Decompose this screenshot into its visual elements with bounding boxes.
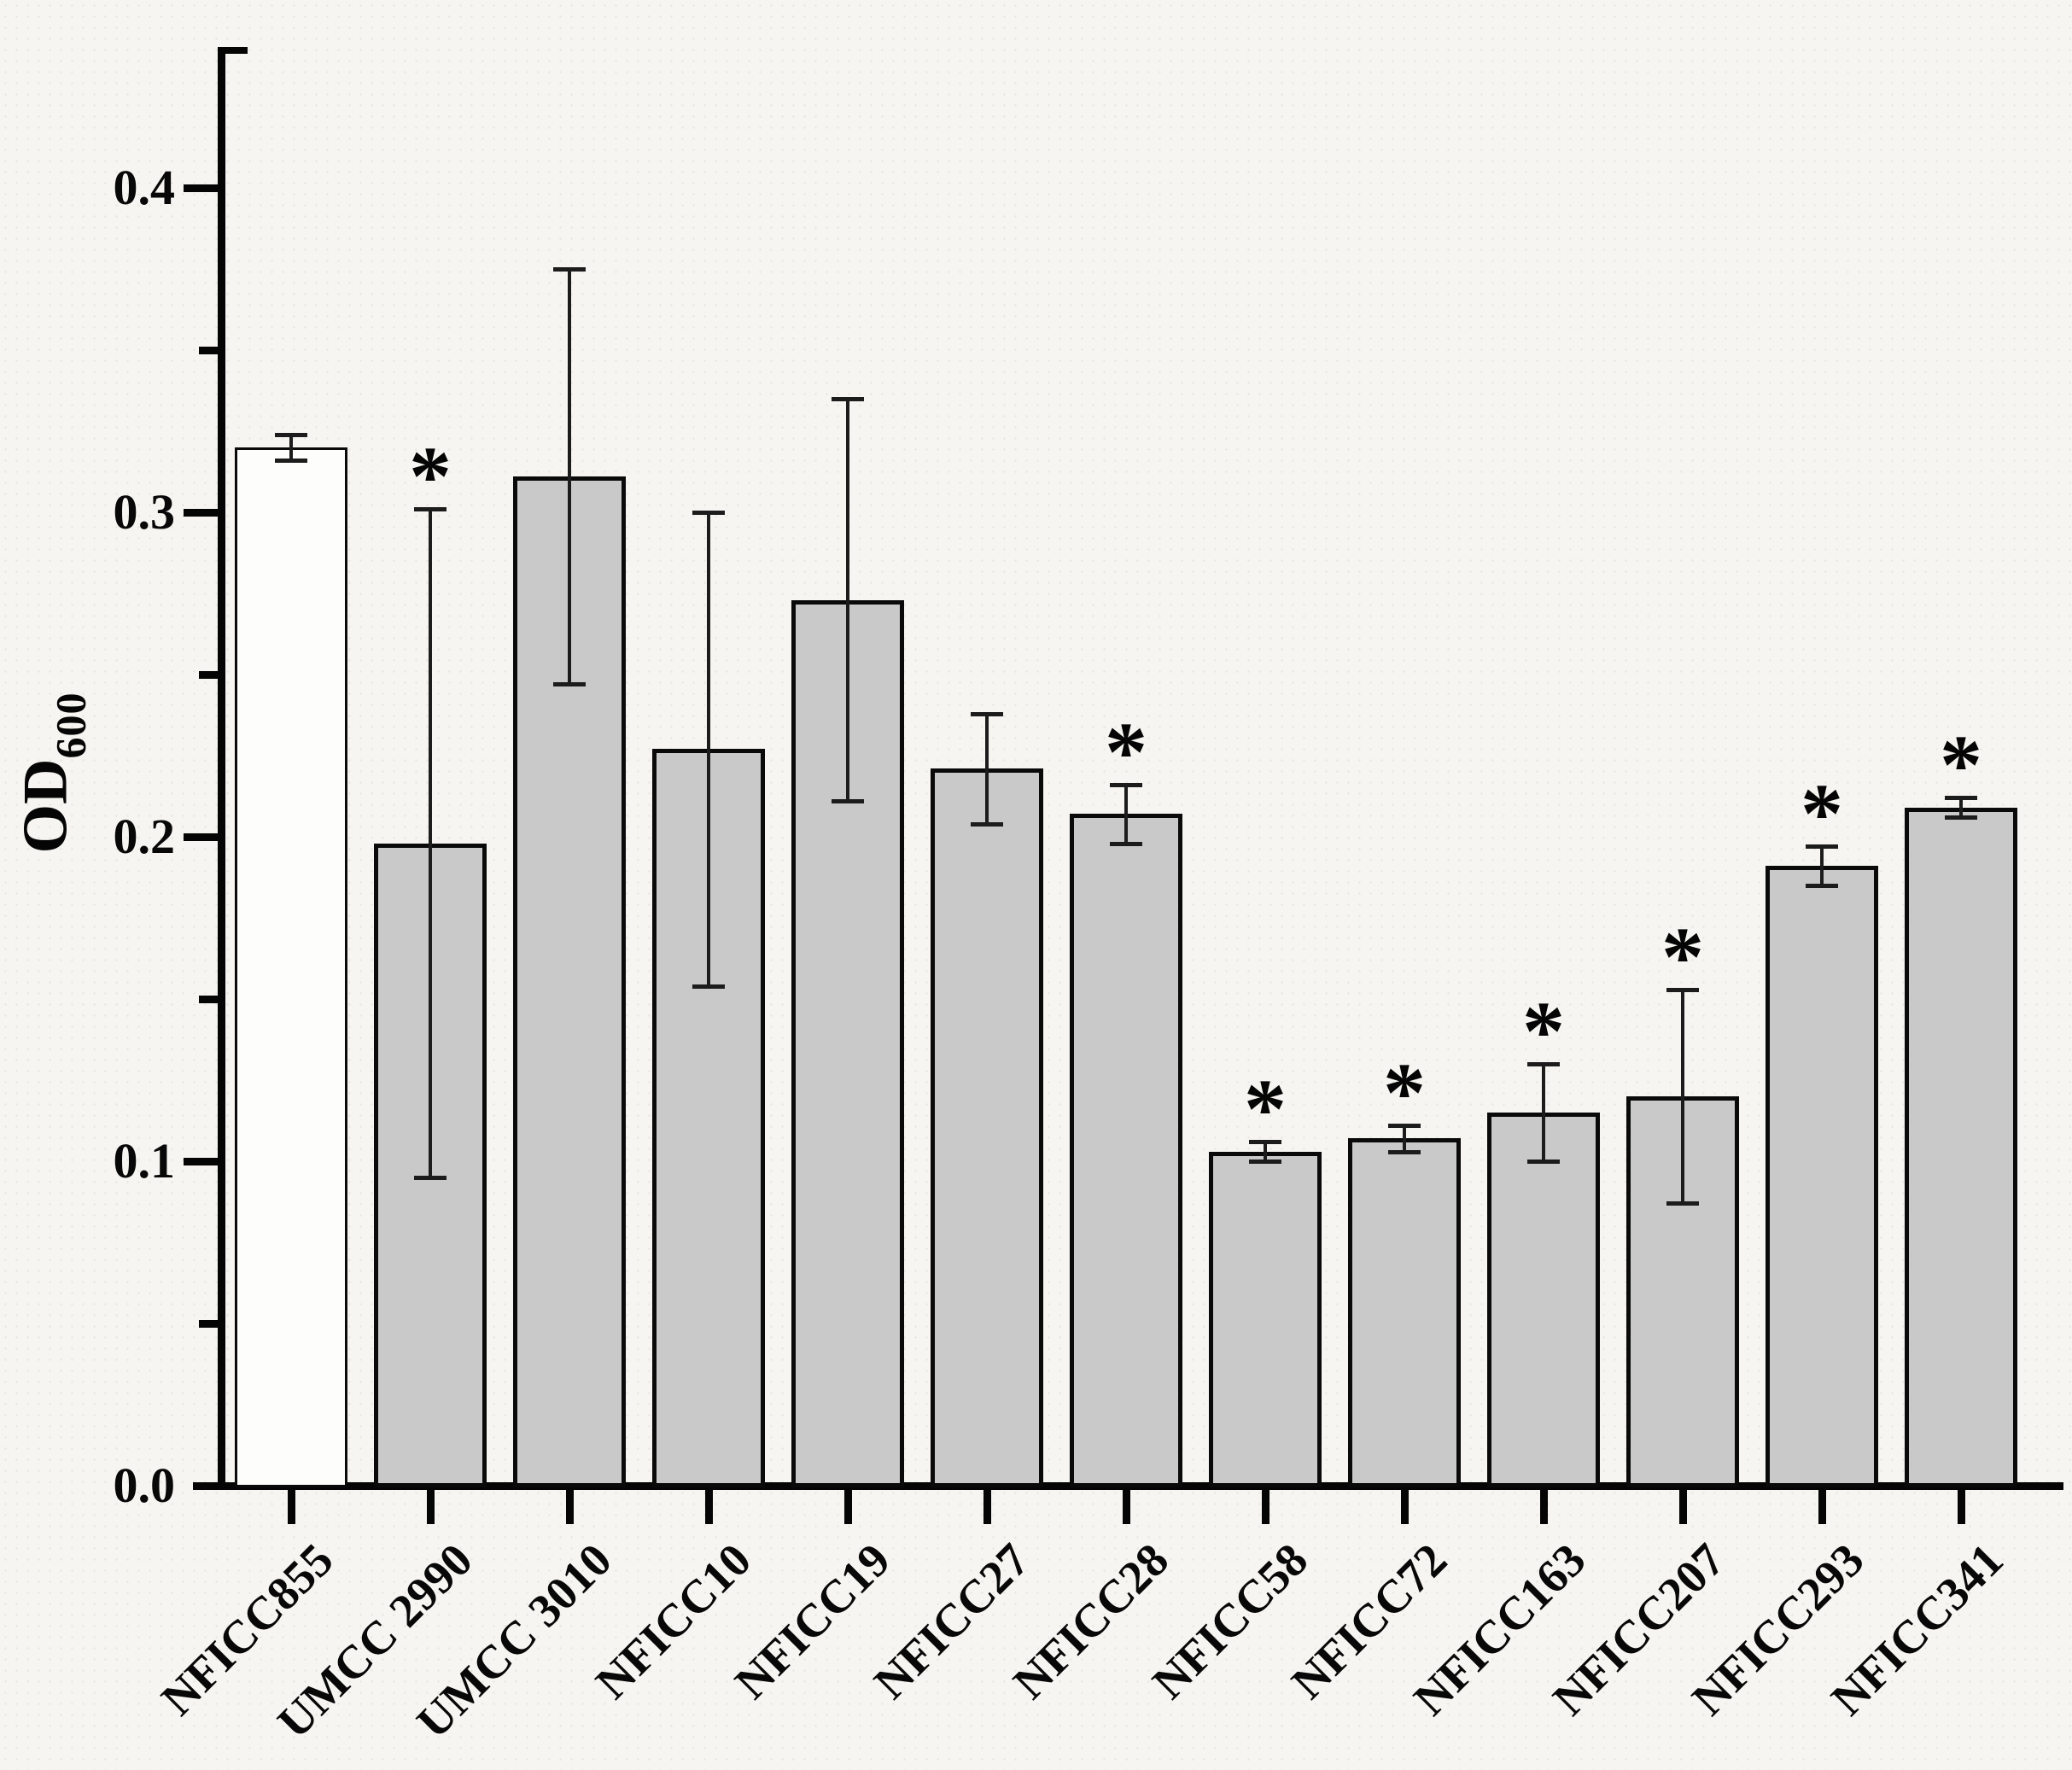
- error-bar-line: [1959, 797, 1963, 817]
- error-bar-cap-bottom: [1388, 1150, 1421, 1154]
- bar-NFICC293: [1766, 866, 1878, 1487]
- error-bar-cap-top: [275, 433, 307, 437]
- bar-UMCC-3010: [513, 476, 626, 1487]
- y-minor-tick: [199, 1320, 218, 1328]
- error-bar-line: [1403, 1125, 1406, 1152]
- x-tick: [983, 1490, 991, 1524]
- y-minor-tick: [199, 671, 218, 679]
- error-bar-cap-top: [1527, 1062, 1560, 1066]
- x-tick-label: NFICC10: [585, 1533, 762, 1709]
- error-bar-cap-bottom: [553, 682, 586, 686]
- x-tick: [427, 1490, 435, 1524]
- bar-NFICC58: [1209, 1152, 1322, 1487]
- x-tick: [705, 1490, 713, 1524]
- error-bar-cap-bottom: [1249, 1160, 1281, 1164]
- x-tick: [1262, 1490, 1269, 1524]
- y-axis-title-subscript: 600: [46, 692, 95, 759]
- bar-NFICC341: [1905, 808, 2017, 1487]
- error-bar-cap-top: [832, 397, 864, 401]
- error-bar-cap-top: [1110, 783, 1142, 787]
- error-bar-line: [846, 399, 849, 801]
- error-bar-cap-top: [971, 712, 1003, 716]
- error-bar-line: [707, 512, 710, 986]
- error-bar-line: [1124, 785, 1128, 844]
- error-bar-line: [1542, 1064, 1545, 1161]
- error-bar-line: [1681, 990, 1684, 1203]
- significance-asterisk: *: [1940, 717, 1982, 812]
- error-bar-cap-bottom: [275, 459, 307, 463]
- y-major-tick: [184, 1158, 218, 1165]
- x-tick: [1540, 1490, 1548, 1524]
- y-major-tick: [184, 184, 218, 192]
- error-bar-cap-top: [553, 267, 586, 272]
- y-tick-label: 0.1: [113, 1133, 176, 1189]
- significance-asterisk: *: [409, 429, 452, 523]
- significance-asterisk: *: [1801, 766, 1843, 861]
- error-bar-line: [1264, 1142, 1267, 1161]
- error-bar-cap-top: [1388, 1124, 1421, 1128]
- error-bar-cap-bottom: [692, 984, 725, 989]
- error-bar-cap-top: [1806, 844, 1838, 849]
- error-bar-cap-bottom: [414, 1176, 447, 1180]
- error-bar-cap-bottom: [1527, 1160, 1560, 1164]
- error-bar-line: [985, 714, 989, 824]
- y-major-tick: [184, 833, 218, 841]
- error-bar-cap-bottom: [1666, 1201, 1699, 1206]
- bar-NFICC72: [1348, 1138, 1461, 1487]
- x-tick: [1818, 1490, 1826, 1524]
- y-axis-top-tick: [225, 47, 248, 54]
- error-bar-cap-bottom: [971, 822, 1003, 827]
- significance-asterisk: *: [1383, 1045, 1426, 1140]
- x-tick: [1123, 1490, 1130, 1524]
- error-bar-line: [1820, 846, 1824, 885]
- x-tick: [1679, 1490, 1687, 1524]
- error-bar-cap-top: [692, 511, 725, 515]
- x-tick: [844, 1490, 852, 1524]
- error-bar-cap-bottom: [1806, 884, 1838, 888]
- y-minor-tick: [199, 347, 218, 354]
- bar-NFICC28: [1070, 814, 1182, 1487]
- bar-NFICC855: [235, 447, 347, 1487]
- y-axis-line: [218, 47, 225, 1490]
- x-tick: [1958, 1490, 1965, 1524]
- error-bar-cap-top: [414, 507, 447, 511]
- error-bar-cap-bottom: [1110, 842, 1142, 846]
- x-tick: [288, 1490, 295, 1524]
- error-bar-cap-top: [1249, 1140, 1281, 1144]
- y-minor-tick: [199, 996, 218, 1003]
- significance-asterisk: *: [1522, 984, 1565, 1078]
- error-bar-cap-bottom: [1945, 815, 1977, 820]
- error-bar-line: [429, 509, 432, 1177]
- x-tick: [1401, 1490, 1409, 1524]
- y-major-tick: [184, 509, 218, 517]
- y-tick-label: 0.0: [113, 1457, 176, 1513]
- bar-NFICC163: [1487, 1113, 1600, 1487]
- error-bar-cap-top: [1945, 796, 1977, 800]
- error-bar-cap-top: [1666, 988, 1699, 992]
- error-bar-line: [568, 269, 571, 684]
- error-bar-line: [289, 435, 293, 460]
- significance-asterisk: *: [1105, 704, 1147, 799]
- significance-asterisk: *: [1661, 909, 1704, 1004]
- y-axis-title-text: OD: [10, 758, 81, 854]
- error-bar-cap-bottom: [832, 799, 864, 803]
- x-tick: [566, 1490, 574, 1524]
- y-axis-title: OD600: [11, 692, 95, 854]
- y-tick-label: 0.2: [113, 809, 176, 864]
- y-tick-label: 0.3: [113, 484, 176, 540]
- bar-NFICC27: [931, 768, 1043, 1487]
- significance-asterisk: *: [1244, 1061, 1287, 1156]
- y-tick-label: 0.4: [113, 160, 176, 215]
